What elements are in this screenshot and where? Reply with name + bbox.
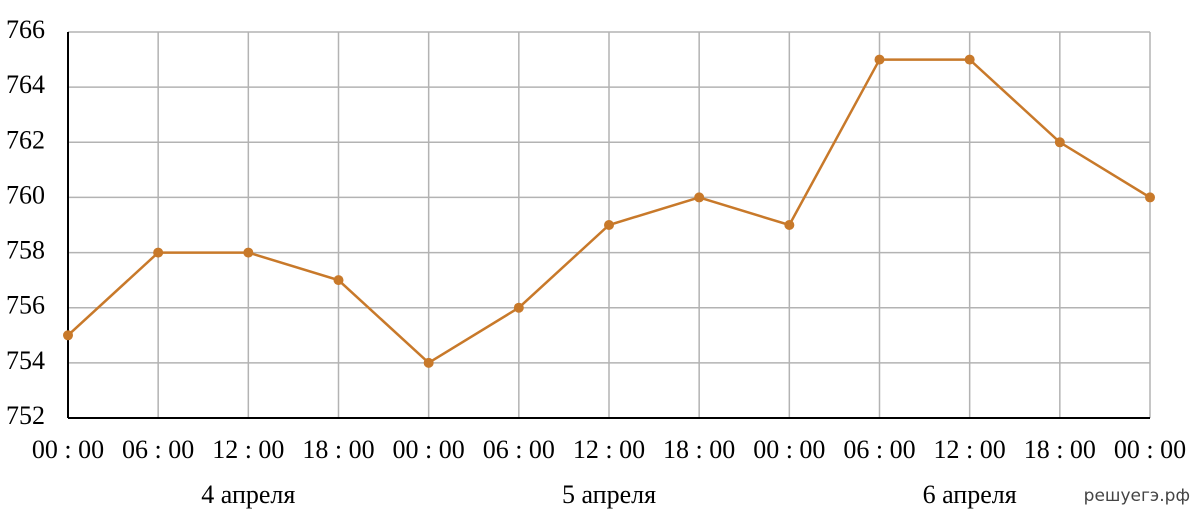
point xyxy=(964,54,975,65)
watermark: решуегэ.рф xyxy=(1084,486,1190,506)
x-tick-label: 00 : 00 xyxy=(1114,435,1186,464)
x-tick-label: 18 : 00 xyxy=(663,435,735,464)
y-tick-label: 756 xyxy=(6,291,45,320)
x-tick-label: 12 : 00 xyxy=(934,435,1006,464)
x-tick-label: 12 : 00 xyxy=(573,435,645,464)
y-tick-label: 752 xyxy=(6,401,45,430)
x-tick-label: 18 : 00 xyxy=(1024,435,1096,464)
point xyxy=(63,330,73,341)
y-tick-label: 754 xyxy=(6,346,45,375)
x-tick-label: 00 : 00 xyxy=(753,435,825,464)
x-tick-label: 00 : 00 xyxy=(32,435,104,464)
point xyxy=(874,54,885,65)
point xyxy=(694,192,705,203)
y-tick-label: 758 xyxy=(6,236,45,265)
x-tick-label: 12 : 00 xyxy=(212,435,284,464)
x-tick-label: 06 : 00 xyxy=(843,435,915,464)
date-label: 6 апреля xyxy=(923,480,1017,509)
point xyxy=(153,247,164,258)
y-tick-label: 764 xyxy=(6,70,45,99)
x-tick-label: 00 : 00 xyxy=(393,435,465,464)
y-tick-label: 762 xyxy=(6,125,45,154)
point xyxy=(784,220,795,230)
point xyxy=(604,220,614,230)
point xyxy=(333,275,344,286)
x-tick-label: 18 : 00 xyxy=(302,435,374,464)
point xyxy=(513,302,524,313)
y-tick-label: 766 xyxy=(6,15,45,44)
x-tick-label: 06 : 00 xyxy=(483,435,555,464)
point xyxy=(1054,137,1065,148)
point xyxy=(423,357,434,368)
point xyxy=(243,247,254,258)
point xyxy=(1145,192,1155,203)
date-label: 4 апреля xyxy=(201,480,295,509)
y-tick-label: 760 xyxy=(6,180,45,209)
x-tick-label: 06 : 00 xyxy=(122,435,194,464)
date-label: 5 апреля xyxy=(562,480,656,509)
